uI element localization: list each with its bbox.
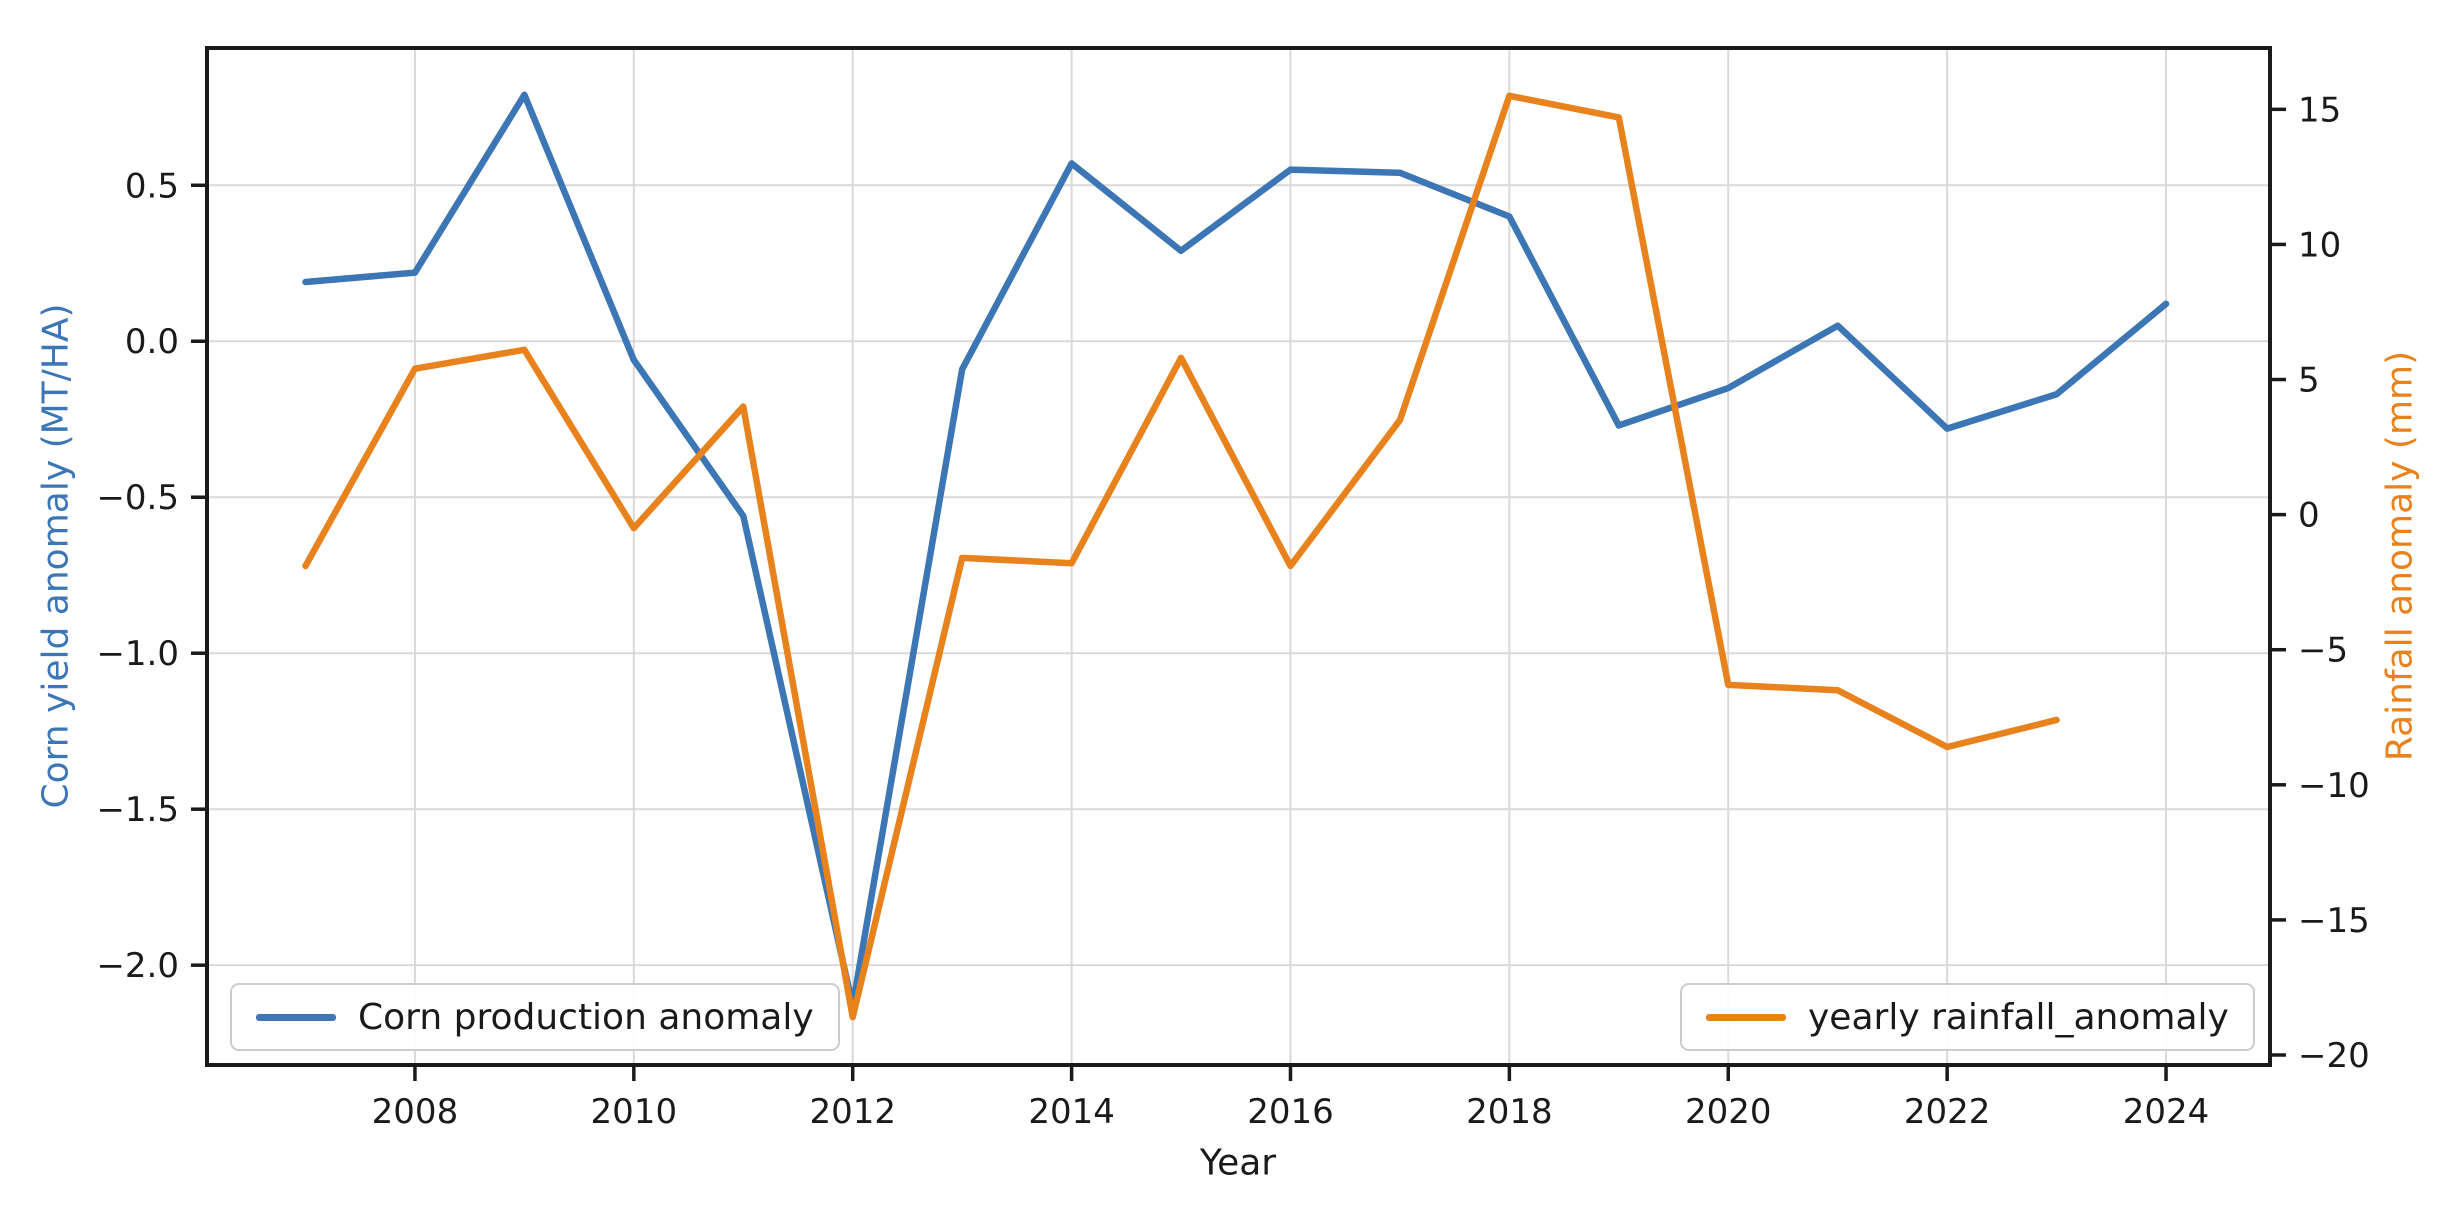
right-y-axis-label: Rainfall anomaly (mm) bbox=[2379, 350, 2421, 762]
x-tick-label: 2008 bbox=[372, 1092, 459, 1132]
x-tick-label: 2020 bbox=[1685, 1092, 1772, 1132]
x-axis-label: Year bbox=[1199, 1142, 1277, 1184]
y-tick-label-left: 0.5 bbox=[125, 166, 179, 206]
left-y-axis-label: Corn yield anomaly (MT/HA) bbox=[35, 303, 77, 809]
y-tick-label-left: −0.5 bbox=[96, 478, 179, 518]
x-tick-label: 2010 bbox=[591, 1092, 678, 1132]
corn-line-swatch bbox=[256, 1013, 336, 1021]
y-tick-label-left: −1.0 bbox=[96, 634, 179, 674]
y-tick-label-right: 5 bbox=[2298, 361, 2320, 401]
x-tick-label: 2024 bbox=[2123, 1092, 2210, 1132]
legend-rainfall-label: yearly rainfall_anomaly bbox=[1808, 996, 2229, 1038]
corn-production-line bbox=[302, 91, 2170, 1009]
x-tick-label: 2012 bbox=[809, 1092, 896, 1132]
y-tick-label-left: 0.0 bbox=[125, 322, 179, 362]
y-tick-label-left: −2.0 bbox=[96, 946, 179, 986]
y-tick-label-right: −5 bbox=[2298, 631, 2348, 671]
rainfall-anomaly-line bbox=[302, 92, 2060, 1021]
y-tick-label-right: 0 bbox=[2298, 496, 2320, 536]
plot-border bbox=[205, 46, 2272, 1067]
rainfall-line-swatch bbox=[1706, 1013, 1786, 1021]
x-tick-label: 2022 bbox=[1904, 1092, 1991, 1132]
legend-corn-label: Corn production anomaly bbox=[358, 996, 814, 1038]
x-tick-label: 2018 bbox=[1466, 1092, 1553, 1132]
legend-corn-production: Corn production anomaly bbox=[230, 983, 840, 1051]
y-tick-label-right: 15 bbox=[2298, 90, 2341, 130]
y-tick-label-left: −1.5 bbox=[96, 790, 179, 830]
y-tick-label-right: 10 bbox=[2298, 225, 2341, 265]
y-tick-label-right: −10 bbox=[2298, 766, 2370, 806]
x-tick-label: 2014 bbox=[1028, 1092, 1115, 1132]
legend-rainfall: yearly rainfall_anomaly bbox=[1680, 983, 2255, 1051]
y-tick-label-right: −15 bbox=[2298, 901, 2370, 941]
y-tick-label-right: −20 bbox=[2298, 1036, 2370, 1076]
x-tick-label: 2016 bbox=[1247, 1092, 1334, 1132]
